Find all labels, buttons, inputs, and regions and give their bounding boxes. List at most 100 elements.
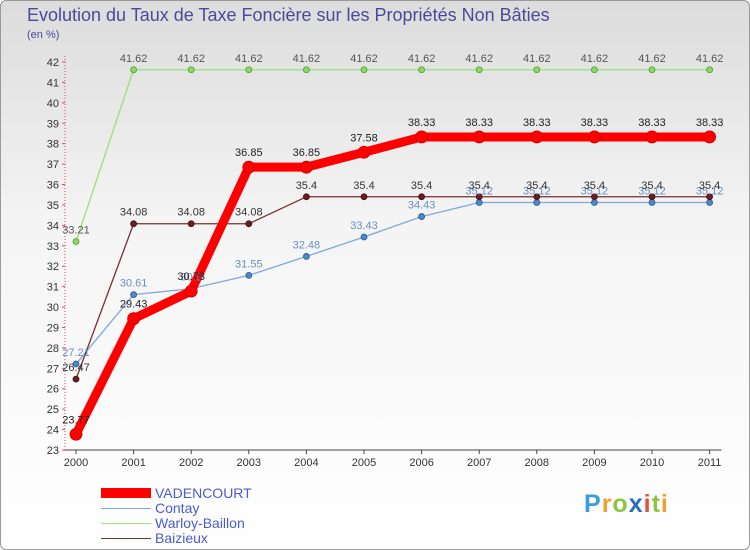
y-tick-label: 24 <box>47 425 59 437</box>
legend-label-contay: Contay <box>155 500 200 516</box>
y-tick-label: 36 <box>47 180 59 192</box>
data-point <box>648 66 656 74</box>
data-point <box>418 213 426 220</box>
chart-series: 33.21 41.62 41.62 41.62 41.62 41.62 41.62 41.62… <box>62 53 723 441</box>
logo-letter: o <box>612 490 629 518</box>
data-point <box>184 284 198 298</box>
data-point <box>72 375 80 383</box>
data-point <box>591 193 598 201</box>
logo-letter: i <box>660 490 669 518</box>
data-point <box>130 66 138 74</box>
data-label: 38.33 <box>638 117 666 129</box>
legend-label-vadencourt: VADENCOURT <box>155 485 252 501</box>
chart-axes: 23 24 25 26 27 28 29 30 31 32 33 34 35 36 37 38 39 40 41 42… <box>47 56 722 469</box>
legend-label-warloy-baillon: Warloy-Baillon <box>155 515 245 531</box>
x-tick-label: 2008 <box>525 457 549 469</box>
data-point <box>706 199 713 206</box>
data-label: 38.33 <box>465 117 493 129</box>
data-point <box>533 199 541 206</box>
y-axis-unit-label: (en %) <box>27 29 60 41</box>
data-point <box>475 193 483 201</box>
data-label: 26.47 <box>62 362 90 374</box>
y-tick-label: 26 <box>47 384 59 396</box>
y-tick-label: 31 <box>47 282 59 294</box>
legend-swatch-contay <box>101 508 151 509</box>
data-label: 35.12 <box>696 185 724 197</box>
series-line <box>75 196 711 380</box>
data-label: 35.4 <box>468 180 489 192</box>
data-label: 35.12 <box>465 185 493 197</box>
data-label: 32.48 <box>293 239 321 251</box>
data-label: 23.77 <box>62 414 90 426</box>
y-tick-label: 38 <box>47 139 59 151</box>
data-label: 33.43 <box>350 220 378 232</box>
data-point <box>591 199 598 206</box>
data-point <box>415 130 429 144</box>
data-point <box>302 193 310 201</box>
data-point <box>130 220 138 228</box>
series-baizieux <box>72 193 713 383</box>
series-warloy-baillon <box>72 66 713 245</box>
data-label: 35.4 <box>641 180 662 192</box>
logo-letter: i <box>643 490 652 518</box>
y-tick-label: 35 <box>47 200 59 212</box>
data-point <box>127 312 141 326</box>
data-label: 35.4 <box>699 180 720 192</box>
data-point <box>475 66 483 74</box>
data-point <box>357 145 371 159</box>
x-tick-label: 2000 <box>64 457 88 469</box>
logo-letter: P <box>584 490 602 518</box>
data-label: 34.08 <box>120 207 148 219</box>
logo-letter: x <box>628 490 644 518</box>
data-point <box>475 199 483 206</box>
series-contay <box>72 199 713 368</box>
data-point <box>588 130 601 144</box>
data-label: 30.61 <box>120 278 148 290</box>
data-label: 34.08 <box>177 207 205 219</box>
data-point <box>706 66 713 74</box>
data-label: 35.4 <box>526 180 547 192</box>
data-point <box>245 220 253 228</box>
data-point <box>418 193 426 201</box>
data-point <box>242 160 256 174</box>
series-vadencourt <box>69 130 716 441</box>
data-point <box>245 66 253 74</box>
data-label: 41.62 <box>350 53 378 65</box>
y-tick-label: 25 <box>47 404 59 416</box>
data-label: 29.43 <box>120 299 148 311</box>
data-label: 31.55 <box>235 258 263 270</box>
data-point <box>72 360 80 368</box>
y-tick-label: 33 <box>47 241 59 253</box>
data-point <box>703 130 716 144</box>
data-label: 41.62 <box>293 53 321 65</box>
x-tick-label: 2006 <box>409 457 433 469</box>
data-label: 35.12 <box>523 185 551 197</box>
legend-swatch-vadencourt <box>101 488 151 498</box>
data-point <box>645 130 659 144</box>
data-label: 35.12 <box>638 185 666 197</box>
data-point <box>648 193 656 201</box>
y-tick-label: 32 <box>47 261 59 273</box>
data-label: 35.4 <box>296 180 317 192</box>
y-tick-label: 29 <box>47 322 59 334</box>
data-label: 35.12 <box>581 185 609 197</box>
legend-swatch-warloy-baillon <box>101 523 151 524</box>
data-label: 41.62 <box>638 53 666 65</box>
data-label: 30.9 <box>180 272 201 284</box>
y-tick-label: 42 <box>47 57 59 69</box>
data-label: 41.62 <box>465 53 493 65</box>
data-point <box>591 66 598 74</box>
x-tick-label: 2007 <box>467 457 491 469</box>
y-tick-label: 27 <box>47 363 59 375</box>
x-tick-label: 2003 <box>237 457 261 469</box>
y-tick-label: 34 <box>47 220 59 232</box>
logo-letter: r <box>601 490 613 518</box>
y-tick-label: 40 <box>47 98 59 110</box>
data-point <box>533 193 541 201</box>
y-tick-label: 41 <box>47 77 59 89</box>
data-label: 38.33 <box>696 117 724 129</box>
x-tick-label: 2001 <box>121 457 145 469</box>
data-point <box>360 233 368 241</box>
